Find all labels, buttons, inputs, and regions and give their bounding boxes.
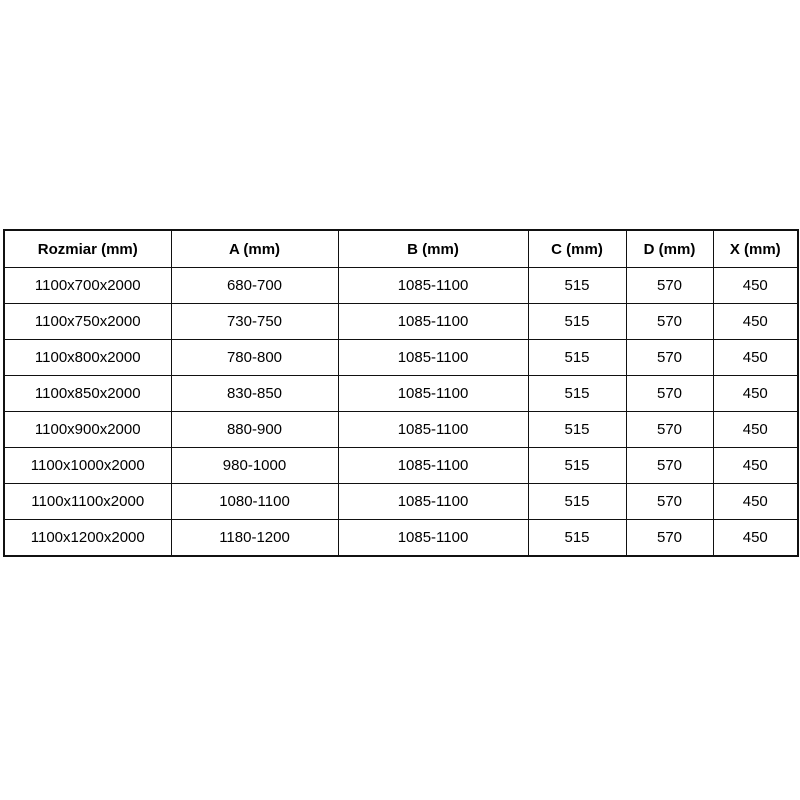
cell-b: 1085-1100 bbox=[337, 339, 529, 376]
cell-x: 450 bbox=[712, 483, 799, 520]
cell-c: 515 bbox=[527, 483, 627, 520]
column-header-x: X (mm) bbox=[712, 229, 799, 268]
cell-rozmiar: 1100x750x2000 bbox=[3, 303, 172, 340]
cell-b: 1085-1100 bbox=[337, 411, 529, 448]
table-row: 1100x1000x2000 980-1000 1085-1100 515 57… bbox=[3, 447, 799, 484]
cell-d: 570 bbox=[625, 447, 714, 484]
column-header-rozmiar: Rozmiar (mm) bbox=[3, 229, 172, 268]
cell-a: 730-750 bbox=[170, 303, 339, 340]
cell-b: 1085-1100 bbox=[337, 519, 529, 557]
column-header-d: D (mm) bbox=[625, 229, 714, 268]
table-row: 1100x1100x2000 1080-1100 1085-1100 515 5… bbox=[3, 483, 799, 520]
cell-b: 1085-1100 bbox=[337, 483, 529, 520]
cell-d: 570 bbox=[625, 303, 714, 340]
cell-d: 570 bbox=[625, 375, 714, 412]
table-row: 1100x750x2000 730-750 1085-1100 515 570 … bbox=[3, 303, 799, 340]
cell-a: 680-700 bbox=[170, 267, 339, 304]
cell-a: 980-1000 bbox=[170, 447, 339, 484]
table-row: 1100x1200x2000 1180-1200 1085-1100 515 5… bbox=[3, 519, 799, 557]
cell-c: 515 bbox=[527, 519, 627, 557]
cell-c: 515 bbox=[527, 411, 627, 448]
cell-rozmiar: 1100x800x2000 bbox=[3, 339, 172, 376]
cell-b: 1085-1100 bbox=[337, 375, 529, 412]
cell-x: 450 bbox=[712, 339, 799, 376]
cell-a: 1180-1200 bbox=[170, 519, 339, 557]
table-row: 1100x700x2000 680-700 1085-1100 515 570 … bbox=[3, 267, 799, 304]
cell-x: 450 bbox=[712, 375, 799, 412]
size-specification-table: Rozmiar (mm) A (mm) B (mm) C (mm) D (mm)… bbox=[3, 229, 799, 557]
cell-d: 570 bbox=[625, 339, 714, 376]
table-row: 1100x900x2000 880-900 1085-1100 515 570 … bbox=[3, 411, 799, 448]
cell-x: 450 bbox=[712, 411, 799, 448]
cell-a: 780-800 bbox=[170, 339, 339, 376]
cell-rozmiar: 1100x1000x2000 bbox=[3, 447, 172, 484]
cell-d: 570 bbox=[625, 267, 714, 304]
cell-x: 450 bbox=[712, 519, 799, 557]
column-header-a: A (mm) bbox=[170, 229, 339, 268]
cell-rozmiar: 1100x700x2000 bbox=[3, 267, 172, 304]
table-row: 1100x850x2000 830-850 1085-1100 515 570 … bbox=[3, 375, 799, 412]
cell-d: 570 bbox=[625, 519, 714, 557]
cell-rozmiar: 1100x900x2000 bbox=[3, 411, 172, 448]
cell-c: 515 bbox=[527, 303, 627, 340]
cell-rozmiar: 1100x850x2000 bbox=[3, 375, 172, 412]
header-row: Rozmiar (mm) A (mm) B (mm) C (mm) D (mm)… bbox=[3, 229, 799, 268]
cell-c: 515 bbox=[527, 267, 627, 304]
column-header-b: B (mm) bbox=[337, 229, 529, 268]
cell-b: 1085-1100 bbox=[337, 447, 529, 484]
cell-x: 450 bbox=[712, 447, 799, 484]
cell-a: 830-850 bbox=[170, 375, 339, 412]
cell-x: 450 bbox=[712, 267, 799, 304]
cell-c: 515 bbox=[527, 447, 627, 484]
cell-rozmiar: 1100x1100x2000 bbox=[3, 483, 172, 520]
cell-b: 1085-1100 bbox=[337, 267, 529, 304]
cell-a: 1080-1100 bbox=[170, 483, 339, 520]
cell-d: 570 bbox=[625, 411, 714, 448]
cell-b: 1085-1100 bbox=[337, 303, 529, 340]
cell-a: 880-900 bbox=[170, 411, 339, 448]
column-header-c: C (mm) bbox=[527, 229, 627, 268]
cell-d: 570 bbox=[625, 483, 714, 520]
cell-x: 450 bbox=[712, 303, 799, 340]
cell-c: 515 bbox=[527, 339, 627, 376]
cell-c: 515 bbox=[527, 375, 627, 412]
table-row: 1100x800x2000 780-800 1085-1100 515 570 … bbox=[3, 339, 799, 376]
cell-rozmiar: 1100x1200x2000 bbox=[3, 519, 172, 557]
